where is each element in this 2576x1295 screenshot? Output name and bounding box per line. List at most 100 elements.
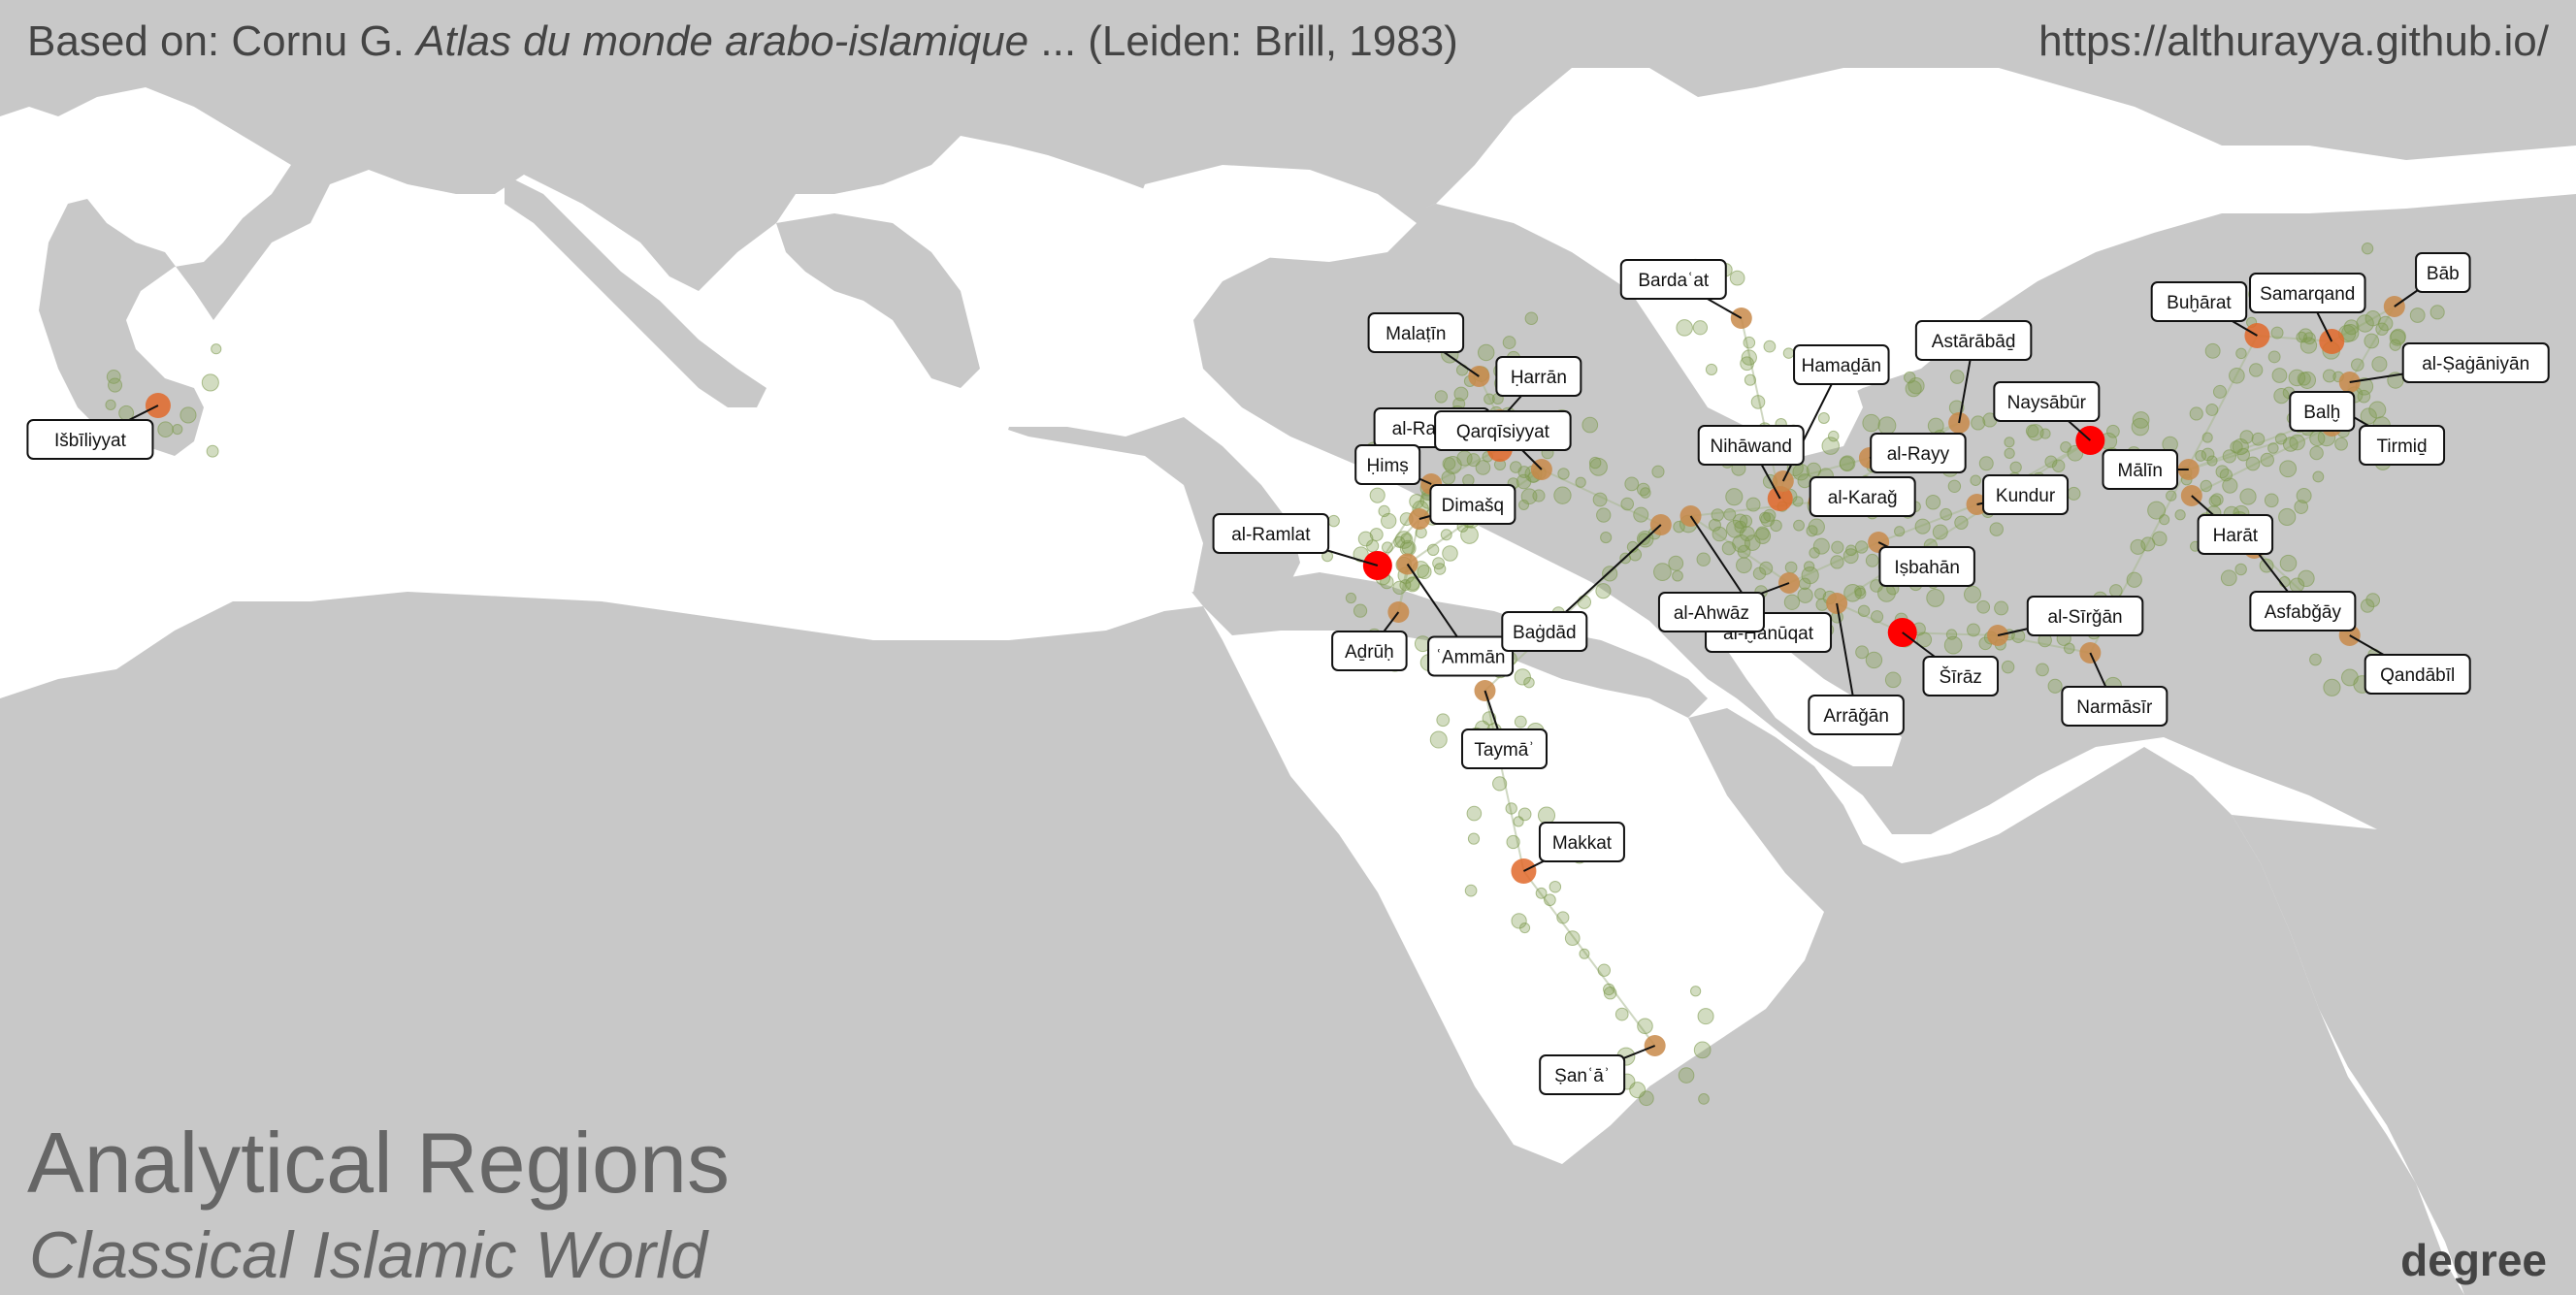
minor-place-dot[interactable]: [1698, 1093, 1710, 1105]
minor-place-dot[interactable]: [105, 399, 116, 410]
minor-place-dot[interactable]: [2260, 452, 2274, 468]
place-label[interactable]: Naysābūr: [2007, 393, 2087, 413]
minor-place-dot[interactable]: [1806, 462, 1822, 478]
minor-place-dot[interactable]: [1357, 531, 1374, 547]
minor-place-dot[interactable]: [2189, 406, 2203, 421]
minor-place-dot[interactable]: [1862, 413, 1880, 433]
minor-place-dot[interactable]: [1726, 519, 1745, 538]
minor-place-dot[interactable]: [2368, 401, 2387, 419]
minor-place-dot[interactable]: [1345, 592, 1357, 604]
minor-place-dot[interactable]: [2298, 569, 2315, 588]
minor-place-dot[interactable]: [2009, 461, 2022, 473]
minor-place-dot[interactable]: [2389, 329, 2406, 346]
minor-place-dot[interactable]: [2364, 333, 2380, 349]
place-label[interactable]: Narmāsīr: [2076, 697, 2153, 718]
minor-place-dot[interactable]: [2251, 432, 2266, 446]
minor-place-dot[interactable]: [2166, 490, 2177, 502]
minor-place-dot[interactable]: [1600, 532, 1613, 544]
minor-place-dot[interactable]: [2309, 445, 2324, 461]
minor-place-dot[interactable]: [1797, 587, 1813, 603]
minor-place-dot[interactable]: [1517, 807, 1532, 822]
minor-place-dot[interactable]: [2390, 328, 2406, 345]
minor-place-dot[interactable]: [1971, 415, 1986, 431]
place-label[interactable]: Samarqand: [2260, 284, 2355, 305]
place-label[interactable]: Harāt: [2213, 526, 2259, 546]
minor-place-dot[interactable]: [2174, 509, 2186, 521]
minor-place-dot[interactable]: [1440, 529, 1452, 541]
minor-place-dot[interactable]: [1782, 347, 1795, 359]
minor-place-dot[interactable]: [2299, 337, 2318, 354]
minor-place-dot[interactable]: [1943, 635, 1963, 655]
minor-place-dot[interactable]: [1755, 526, 1770, 540]
minor-place-dot[interactable]: [2232, 438, 2249, 456]
minor-place-dot[interactable]: [1696, 552, 1711, 567]
minor-place-dot[interactable]: [1759, 561, 1774, 575]
minor-place-dot[interactable]: [2067, 486, 2081, 501]
minor-place-dot[interactable]: [1793, 519, 1805, 532]
minor-place-dot[interactable]: [2222, 449, 2237, 464]
minor-place-dot[interactable]: [2201, 447, 2215, 462]
minor-place-dot[interactable]: [1537, 806, 1556, 825]
minor-place-dot[interactable]: [1994, 600, 2009, 616]
minor-place-dot[interactable]: [1484, 393, 1495, 405]
minor-place-dot[interactable]: [1506, 834, 1520, 850]
place-label[interactable]: Šīrāz: [1940, 666, 1982, 688]
minor-place-dot[interactable]: [1809, 547, 1820, 559]
minor-place-dot[interactable]: [2273, 387, 2290, 405]
minor-place-dot[interactable]: [1743, 336, 1756, 349]
minor-place-dot[interactable]: [1581, 416, 1599, 434]
minor-place-dot[interactable]: [2200, 479, 2212, 493]
minor-place-dot[interactable]: [2047, 678, 2063, 694]
minor-place-dot[interactable]: [1366, 539, 1380, 553]
minor-place-dot[interactable]: [1592, 492, 1608, 507]
minor-place-dot[interactable]: [2361, 243, 2374, 255]
minor-place-dot[interactable]: [1676, 319, 1693, 337]
minor-place-dot[interactable]: [1517, 466, 1531, 478]
minor-place-dot[interactable]: [201, 373, 219, 392]
minor-place-dot[interactable]: [1535, 887, 1548, 899]
minor-place-dot[interactable]: [2001, 660, 2015, 674]
minor-place-dot[interactable]: [1854, 587, 1867, 599]
minor-place-dot[interactable]: [179, 406, 197, 424]
minor-place-dot[interactable]: [157, 421, 174, 437]
minor-place-dot[interactable]: [1640, 487, 1651, 499]
minor-place-dot[interactable]: [1732, 513, 1748, 529]
place-label[interactable]: Balḫ: [2303, 403, 2340, 423]
minor-place-dot[interactable]: [2235, 347, 2247, 360]
minor-place-dot[interactable]: [2409, 308, 2426, 323]
minor-place-dot[interactable]: [1877, 416, 1897, 436]
minor-place-dot[interactable]: [1750, 395, 1766, 409]
minor-place-dot[interactable]: [2298, 371, 2317, 389]
minor-place-dot[interactable]: [1464, 884, 1478, 897]
place-label[interactable]: Qarqīsiyyat: [1456, 422, 1550, 442]
minor-place-dot[interactable]: [1502, 336, 1516, 349]
minor-place-dot[interactable]: [1678, 1067, 1695, 1084]
minor-place-dot[interactable]: [2206, 455, 2218, 467]
minor-place-dot[interactable]: [1429, 730, 1448, 749]
minor-place-dot[interactable]: [1770, 519, 1782, 533]
minor-place-dot[interactable]: [1467, 832, 1481, 845]
minor-place-dot[interactable]: [2312, 470, 2325, 483]
minor-place-dot[interactable]: [1894, 526, 1906, 537]
place-label[interactable]: Išbīliyyat: [54, 431, 127, 451]
minor-place-dot[interactable]: [1830, 555, 1844, 569]
minor-place-dot[interactable]: [1932, 524, 1948, 540]
minor-place-dot[interactable]: [2429, 305, 2445, 320]
minor-place-dot[interactable]: [2309, 653, 2322, 666]
minor-place-dot[interactable]: [1672, 569, 1683, 582]
minor-place-dot[interactable]: [1436, 713, 1451, 728]
minor-place-dot[interactable]: [2147, 501, 2167, 520]
minor-place-dot[interactable]: [1865, 651, 1883, 669]
minor-place-dot[interactable]: [1456, 450, 1473, 467]
minor-place-dot[interactable]: [2351, 358, 2364, 372]
minor-place-dot[interactable]: [1908, 377, 1925, 395]
place-label[interactable]: al-Sīrǧān: [2048, 607, 2123, 628]
minor-place-dot[interactable]: [2279, 554, 2298, 572]
minor-place-dot[interactable]: [2282, 437, 2299, 452]
minor-place-dot[interactable]: [206, 444, 219, 458]
minor-place-dot[interactable]: [2322, 369, 2336, 383]
minor-place-dot[interactable]: [1588, 456, 1602, 469]
minor-place-dot[interactable]: [1442, 545, 1458, 562]
place-label[interactable]: Buḫārat: [2167, 293, 2232, 313]
place-label[interactable]: Astārābāḏ: [1932, 332, 2016, 352]
